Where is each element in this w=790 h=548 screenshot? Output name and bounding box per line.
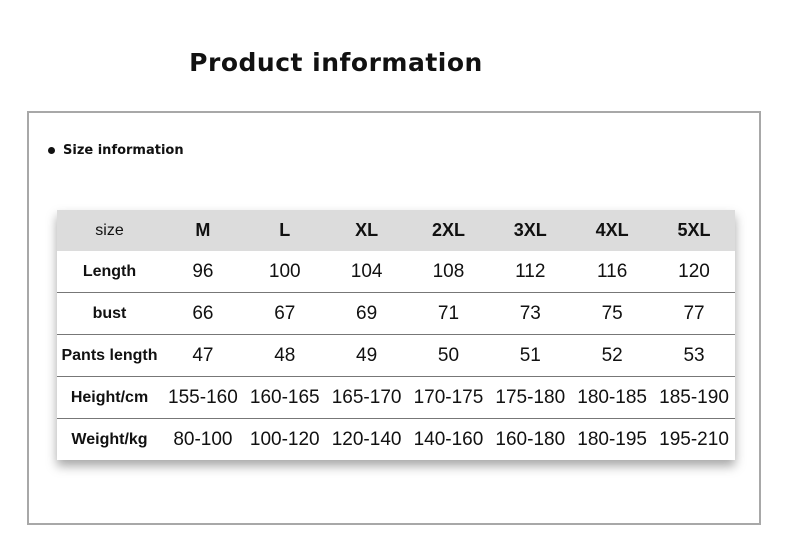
section-heading: Size information — [48, 143, 184, 158]
row-label: Weight/kg — [57, 418, 162, 460]
table-cell: 51 — [489, 334, 572, 377]
bullet-icon — [48, 147, 55, 154]
table-row: Pants length 47 48 49 50 51 52 53 — [57, 334, 735, 377]
column-header: 5XL — [653, 210, 735, 251]
table-cell: 180-185 — [571, 376, 654, 419]
table-cell: 67 — [243, 292, 326, 335]
table-cell: 195-210 — [653, 418, 735, 460]
table-cell: 66 — [162, 292, 244, 335]
table-cell: 53 — [653, 334, 735, 377]
table-cell: 50 — [407, 334, 490, 377]
table-cell: 185-190 — [653, 376, 735, 419]
table-cell: 73 — [489, 292, 572, 335]
row-label: Height/cm — [57, 376, 162, 419]
row-label: bust — [57, 292, 162, 335]
row-label: Length — [82, 262, 137, 280]
table-cell: 180-195 — [571, 418, 654, 460]
table-cell: 116 — [596, 260, 628, 282]
size-table: size M L XL 2XL 3XL 4XL 5XL Length 96 100 104 108 11… — [57, 210, 735, 460]
table-cell: 155-160 — [162, 376, 244, 419]
table-cell: 80-100 — [162, 418, 244, 460]
table-row: Weight/kg 80-100 100-120 120-140 140-160 160-… — [57, 418, 735, 460]
table-cell: 175-180 — [489, 376, 572, 419]
column-header: L — [243, 210, 326, 251]
column-header: 3XL — [489, 210, 572, 251]
table-cell: 160-180 — [489, 418, 572, 460]
table-cell: 100-120 — [243, 418, 326, 460]
column-header: 4XL — [571, 210, 654, 251]
table-cell: 48 — [243, 334, 326, 377]
column-header: 2XL — [407, 210, 490, 251]
table-cell: 71 — [407, 292, 490, 335]
table-header-row: size M L XL 2XL 3XL 4XL 5XL — [57, 210, 735, 251]
table-cell: 69 — [325, 292, 408, 335]
table-cell: 140-160 — [407, 418, 490, 460]
table-cell: 108 — [432, 260, 465, 282]
table-cell: 77 — [653, 292, 735, 335]
page-title: Product information — [189, 48, 483, 77]
table-cell: 100 — [268, 260, 301, 282]
section-label: Size information — [63, 143, 184, 158]
column-header: M — [162, 210, 244, 251]
table-cell: 120 — [678, 260, 710, 282]
table-cell: 96 — [192, 260, 214, 282]
table-cell: 52 — [571, 334, 654, 377]
column-header: XL — [325, 210, 408, 251]
table-row: Length 96 100 104 108 112 116 120 — [57, 251, 735, 293]
table-cell: 160-165 — [243, 376, 326, 419]
table-cell: 75 — [571, 292, 654, 335]
table-cell: 112 — [515, 260, 546, 282]
table-cell: 104 — [350, 260, 383, 282]
content-frame — [27, 111, 761, 525]
table-cell: 170-175 — [407, 376, 490, 419]
column-header: size — [57, 210, 162, 251]
table-row: Height/cm 155-160 160-165 165-170 170-175 175… — [57, 376, 735, 419]
table-cell: 49 — [325, 334, 408, 377]
row-label: Pants length — [57, 334, 162, 377]
table-cell: 120-140 — [325, 418, 408, 460]
table-cell: 165-170 — [325, 376, 408, 419]
table-cell: 47 — [162, 334, 244, 377]
table-row: bust 66 67 69 71 73 75 77 — [57, 292, 735, 335]
